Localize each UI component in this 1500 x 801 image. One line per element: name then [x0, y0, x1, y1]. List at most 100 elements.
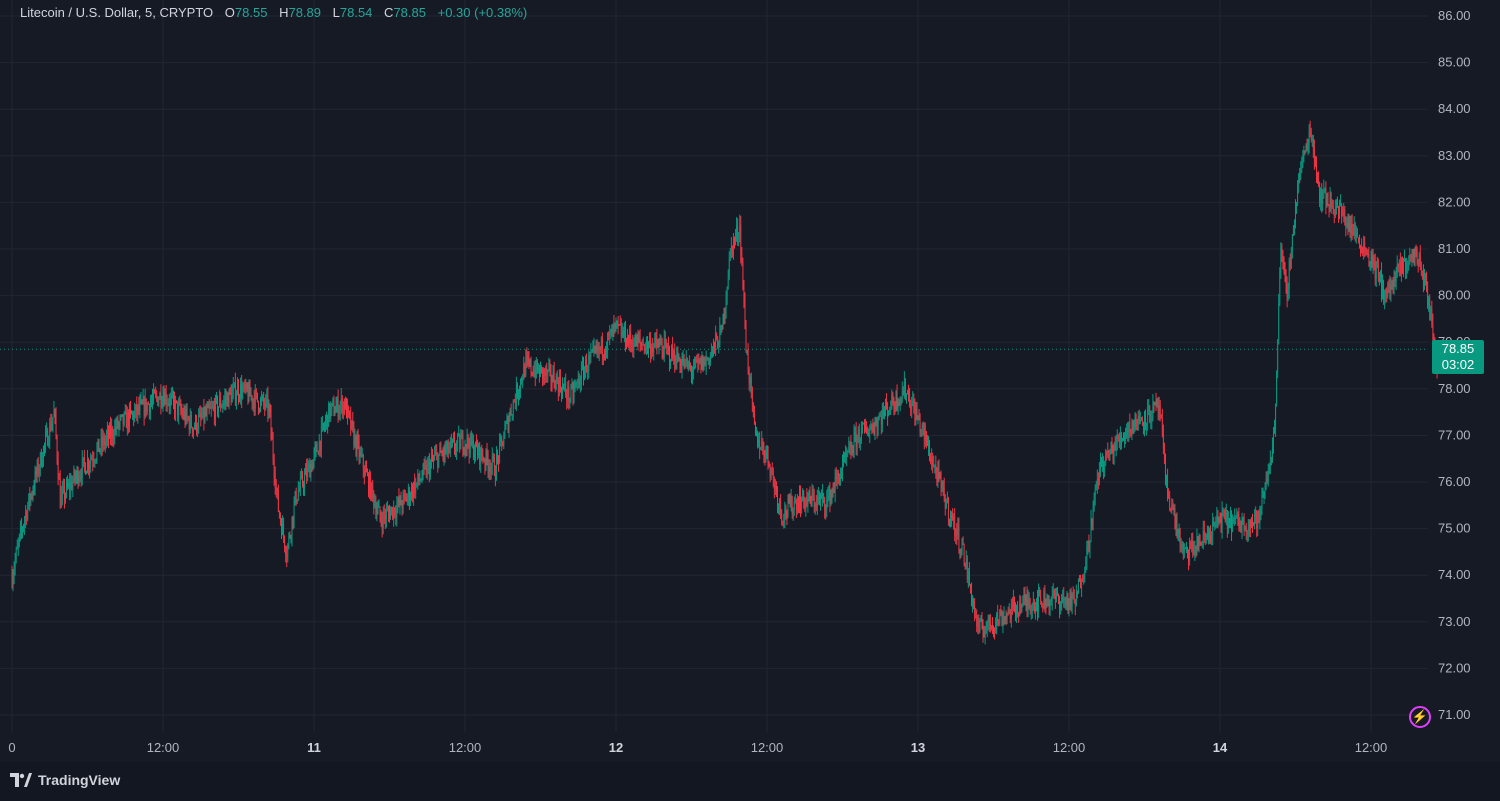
candle-body	[246, 383, 248, 391]
candle-body	[989, 621, 991, 630]
candle-body	[1339, 204, 1340, 214]
candle-body	[1116, 435, 1118, 444]
candle-body	[825, 508, 827, 511]
candle-body	[585, 359, 586, 370]
candle-body	[546, 368, 548, 376]
candle-body	[572, 386, 574, 397]
candle-body	[779, 499, 780, 506]
candle-body	[269, 405, 271, 413]
candle-body	[1254, 517, 1256, 523]
symbol-title: Litecoin / U.S. Dollar, 5, CRYPTO	[20, 5, 214, 20]
candle-body	[1250, 520, 1251, 528]
candle-body	[588, 355, 590, 370]
candle-body	[1225, 510, 1227, 521]
candle-body	[1363, 242, 1365, 254]
candle-body	[429, 462, 431, 476]
candle-body	[837, 472, 839, 478]
candle-body	[468, 445, 470, 454]
candle-body	[831, 489, 833, 494]
candle-body	[1119, 434, 1121, 443]
candle-body	[868, 432, 870, 436]
candle-body	[1037, 598, 1038, 612]
candle-body	[648, 343, 649, 350]
candle-body	[655, 337, 657, 339]
candle-body	[164, 392, 166, 405]
candle-body	[1174, 508, 1176, 527]
candle-body	[196, 417, 197, 432]
candle-body	[1279, 270, 1281, 304]
tradingview-logo[interactable]: TradingView	[10, 772, 120, 788]
candle-body	[327, 415, 329, 427]
candle-body	[286, 555, 288, 559]
candle-body	[763, 447, 765, 457]
candle-body	[619, 324, 621, 326]
candle-body	[1044, 591, 1046, 607]
candle-body	[1260, 511, 1262, 513]
y-tick-label: 71.00	[1438, 707, 1471, 722]
candle-body	[595, 348, 597, 351]
candle-body	[1338, 207, 1339, 214]
candle-body	[593, 346, 595, 348]
candle-body	[339, 404, 341, 412]
last-price-tag: 78.85 03:02	[1432, 340, 1484, 374]
candle-body	[1240, 527, 1242, 531]
candle-body	[280, 515, 281, 522]
candle-body	[814, 503, 816, 507]
candle-body	[1084, 570, 1086, 576]
candle-body	[1181, 544, 1183, 547]
candle-body	[1408, 264, 1410, 267]
candle-body	[914, 406, 916, 421]
candle-body	[579, 384, 581, 386]
candle-body	[1006, 612, 1008, 619]
candle-body	[1096, 478, 1098, 486]
candle-body	[941, 481, 943, 489]
candle-body	[263, 396, 265, 404]
candle-body	[394, 507, 396, 515]
candle-body	[783, 519, 785, 523]
candle-body	[1202, 530, 1204, 545]
candle-body	[254, 390, 256, 409]
candle-body	[822, 493, 823, 497]
candle-body	[1428, 297, 1430, 307]
candle-body	[105, 436, 107, 441]
chart-area[interactable]: 71.00 72.00 73.00 74.00 75.00 76.00 77.00 78.00…	[0, 0, 1500, 762]
candle-body	[1091, 519, 1093, 527]
candle-body	[181, 411, 183, 414]
candle-body	[381, 521, 383, 529]
candle-body	[686, 357, 688, 368]
candle-body	[233, 382, 235, 387]
candle-body	[830, 493, 832, 505]
candle-body	[243, 383, 245, 389]
candle-body	[888, 410, 890, 416]
candle-body	[730, 245, 732, 249]
candle-body	[903, 381, 905, 396]
candle-body	[637, 336, 639, 342]
candle-body	[1075, 592, 1077, 606]
candle-body	[366, 468, 367, 473]
lightning-icon[interactable]: ⚡	[1409, 706, 1431, 728]
candle-body	[1423, 272, 1424, 286]
candle-body	[1080, 579, 1081, 588]
candle-body	[1022, 596, 1024, 607]
y-tick-label: 76.00	[1438, 474, 1471, 489]
candle-body	[155, 393, 157, 395]
candle-body	[586, 359, 588, 373]
candle-body	[1113, 446, 1115, 459]
candle-body	[1133, 424, 1135, 426]
candle-body	[1045, 606, 1047, 608]
candle-body	[464, 444, 466, 452]
candle-body	[150, 403, 151, 413]
candle-body	[398, 498, 400, 505]
candle-body	[893, 404, 895, 407]
candle-body	[284, 536, 286, 549]
candle-body	[793, 502, 795, 510]
candle-body	[1171, 505, 1173, 511]
candle-body	[1176, 521, 1178, 536]
candle-body	[230, 392, 232, 403]
candle-body	[1289, 260, 1291, 269]
candle-body	[901, 390, 903, 398]
candle-body	[590, 352, 592, 358]
candle-body	[829, 488, 831, 505]
candle-body	[1157, 399, 1159, 411]
candle-body	[1258, 511, 1260, 523]
